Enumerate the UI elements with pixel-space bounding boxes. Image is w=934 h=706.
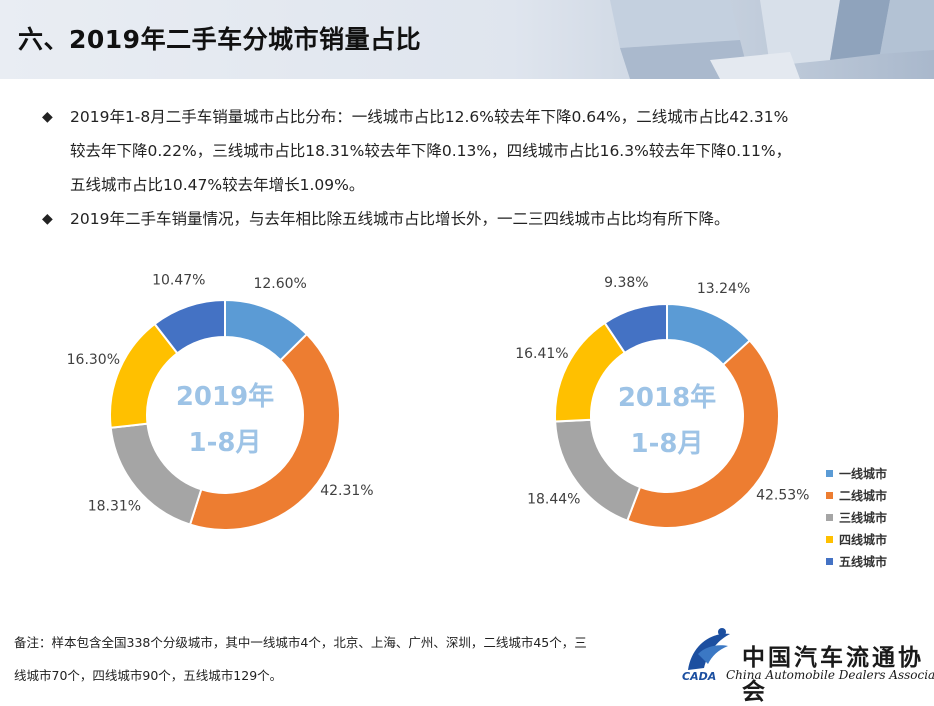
slice-data-label: 42.53% bbox=[756, 488, 809, 504]
legend-label: 三线城市 bbox=[839, 510, 888, 525]
footnote-line: 备注：样本包含全国338个分级城市，其中一线城市4个，北京、上海、广州、深圳，二… bbox=[14, 635, 587, 650]
donut-slice-2 bbox=[625, 339, 780, 529]
bullet-line: 2019年1-8月二手车销量城市占比分布：一线城市占比12.6%较去年下降0.6… bbox=[70, 108, 789, 126]
logo-english-name: China Automobile Dealers Association bbox=[726, 668, 934, 682]
logo-abbreviation: CADA bbox=[682, 670, 717, 683]
chart-legend: 一线城市 二线城市 三线城市 四线城市 五线城市 bbox=[826, 462, 887, 572]
donut-center-label: 1-8月 bbox=[631, 429, 704, 459]
footnote-line: 线城市70个，四线城市90个，五线城市129个。 bbox=[14, 668, 283, 683]
bullet-diamond-icon: ◆ bbox=[42, 109, 53, 125]
donut-center-label: 2019年 bbox=[176, 381, 274, 412]
donut-center-label: 1-8月 bbox=[189, 428, 262, 458]
legend-label: 二线城市 bbox=[839, 488, 888, 503]
header-banner: 六、2019年二手车分城市销量占比 bbox=[0, 0, 934, 79]
header-decoration-cubes bbox=[610, 0, 934, 79]
legend-swatch bbox=[826, 469, 833, 477]
bullet-list: ◆ 2019年1-8月二手车销量城市占比分布：一线城市占比12.6%较去年下降0… bbox=[42, 100, 922, 236]
slice-data-label: 16.30% bbox=[67, 352, 120, 368]
legend-label: 五线城市 bbox=[839, 554, 888, 569]
bullet-item: ◆ 2019年1-8月二手车销量城市占比分布：一线城市占比12.6%较去年下降0… bbox=[42, 100, 922, 202]
legend-item: 三线城市 bbox=[826, 506, 887, 528]
legend-item: 五线城市 bbox=[826, 550, 887, 572]
page-title: 六、2019年二手车分城市销量占比 bbox=[18, 25, 422, 54]
bullet-line: 五线城市占比10.47%较去年增长1.09%。 bbox=[70, 176, 365, 194]
cada-emblem-icon bbox=[688, 628, 730, 670]
cada-logo: CADA 中国汽车流通协会 China Automobile Dealers A… bbox=[676, 624, 934, 705]
donut-slice-5 bbox=[153, 298, 226, 355]
slice-data-label: 42.31% bbox=[320, 483, 373, 499]
legend-label: 一线城市 bbox=[839, 466, 888, 481]
slice-data-label: 12.60% bbox=[253, 276, 306, 292]
bullet-line: 2019年二手车销量情况，与去年相比除五线城市占比增长外，一二三四线城市占比均有… bbox=[70, 210, 730, 228]
slice-data-label: 18.31% bbox=[88, 499, 141, 515]
legend-item: 一线城市 bbox=[826, 462, 887, 484]
donut-center-label: 2018年 bbox=[618, 382, 716, 413]
slice-data-label: 16.41% bbox=[515, 346, 568, 362]
donut-chart-2019: 12.60% 42.31% 18.31% 16.30% 10.47% 2019年 1-8月 bbox=[67, 273, 374, 531]
slice-data-label: 18.44% bbox=[527, 491, 580, 507]
donut-slice-2 bbox=[188, 332, 341, 531]
legend-label: 四线城市 bbox=[839, 532, 888, 547]
legend-swatch bbox=[826, 491, 833, 499]
legend-swatch bbox=[826, 535, 833, 543]
legend-item: 二线城市 bbox=[826, 484, 887, 506]
donut-chart-2018: 13.24% 42.53% 18.44% 16.41% 9.38% 2018年 1-8月 bbox=[515, 275, 809, 529]
bullet-diamond-icon: ◆ bbox=[42, 211, 53, 227]
bullet-item: ◆ 2019年二手车销量情况，与去年相比除五线城市占比增长外，一二三四线城市占比… bbox=[42, 202, 922, 236]
footnote: 备注：样本包含全国338个分级城市，其中一线城市4个，北京、上海、广州、深圳，二… bbox=[14, 626, 654, 692]
legend-swatch bbox=[826, 557, 833, 565]
slice-data-label: 10.47% bbox=[152, 273, 205, 289]
donut-slice-5 bbox=[603, 302, 668, 355]
slice-data-label: 9.38% bbox=[604, 275, 648, 291]
legend-swatch bbox=[826, 513, 833, 521]
slice-data-label: 13.24% bbox=[697, 281, 750, 297]
legend-item: 四线城市 bbox=[826, 528, 887, 550]
bullet-line: 较去年下降0.22%，三线城市占比18.31%较去年下降0.13%，四线城市占比… bbox=[70, 142, 792, 160]
